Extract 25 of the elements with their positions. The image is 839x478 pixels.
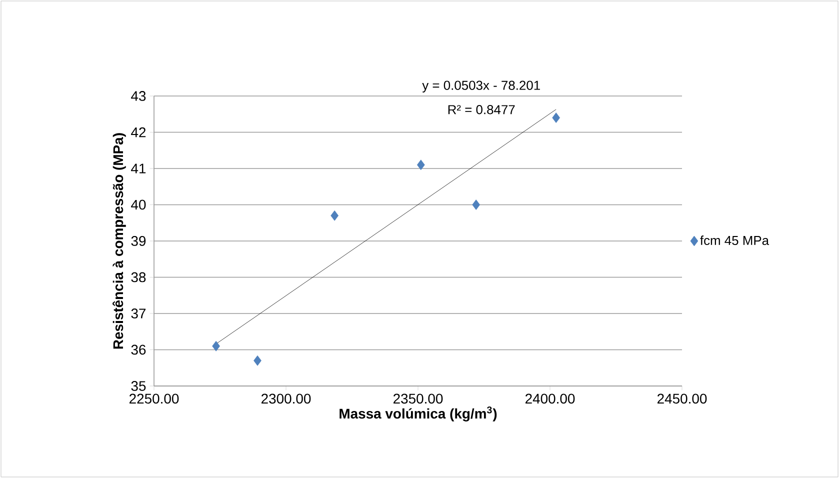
point [552, 112, 560, 123]
y-tick-label: 37 [131, 308, 146, 318]
legend-label: fcm 45 MPa [700, 236, 770, 246]
y-axis-title: Resistência à compressão (MPa) [112, 133, 126, 349]
x-tick-label: 2350.00 [394, 394, 443, 404]
point [212, 340, 220, 352]
x-tick-label: 2300.00 [262, 394, 311, 404]
text: y = 0.0503x - 78.201 [422, 80, 540, 92]
y-tick-label: 43 [131, 91, 146, 101]
point [330, 210, 339, 221]
x-tick-label: 2250.00 [130, 394, 179, 404]
y-tick-label: 35 [131, 381, 146, 391]
y-tick-label: 36 [131, 344, 146, 355]
y-tick-label: 39 [131, 236, 146, 246]
annotation: R² = 0.8477 [448, 105, 515, 114]
y-tick-label: 38 [131, 272, 146, 282]
x-tick-label: 2400.00 [526, 394, 575, 404]
point [416, 160, 425, 170]
y-tick-label: 41 [131, 164, 146, 174]
x-tick-label: 2450.00 [658, 394, 707, 404]
y-tick-label: 40 [131, 200, 146, 210]
y-tick-label: 42 [131, 127, 146, 138]
point [472, 200, 480, 210]
x-axis-title: Massa volúmica (kg/m$^{3}$) [340, 406, 497, 422]
point [254, 355, 262, 366]
